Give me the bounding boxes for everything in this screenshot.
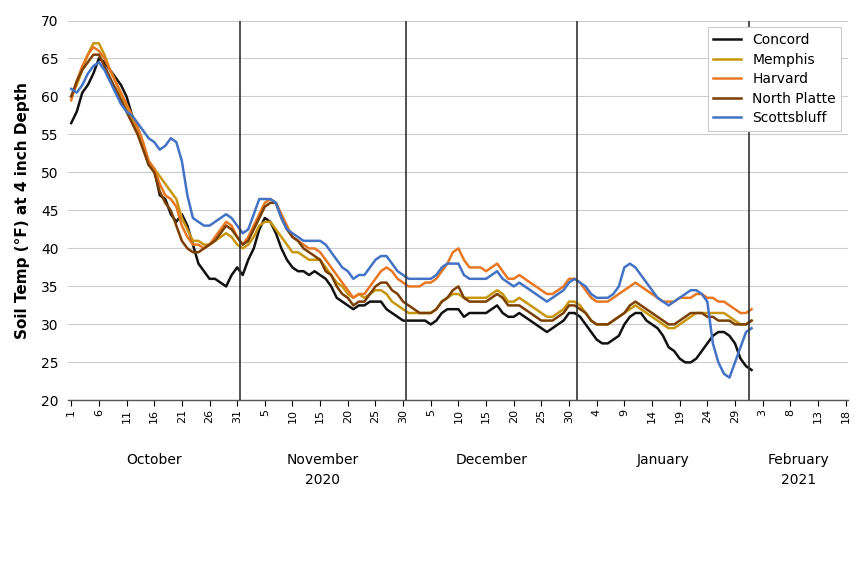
Line: North Platte: North Platte <box>71 55 752 324</box>
Text: December: December <box>456 453 527 467</box>
Text: January: January <box>637 453 689 467</box>
Scottsbluff <box>746 325 757 332</box>
North Platte <box>591 321 602 328</box>
Memphis <box>371 287 381 294</box>
Harvard <box>72 78 82 85</box>
Text: November: November <box>287 453 359 467</box>
Line: Scottsbluff: Scottsbluff <box>71 62 752 377</box>
Harvard <box>66 97 76 104</box>
Memphis <box>663 325 674 332</box>
North Platte <box>66 93 76 100</box>
Memphis <box>271 226 281 233</box>
North Platte <box>88 51 99 58</box>
Y-axis label: Soil Temp (°F) at 4 inch Depth: Soil Temp (°F) at 4 inch Depth <box>15 82 30 339</box>
Memphis <box>199 241 210 248</box>
Scottsbluff <box>94 59 104 66</box>
Harvard <box>199 245 210 252</box>
Scottsbluff <box>199 222 210 229</box>
Concord <box>66 120 76 127</box>
Concord <box>72 108 82 115</box>
Memphis <box>464 294 475 301</box>
Line: Memphis: Memphis <box>71 43 752 328</box>
Memphis <box>746 317 757 324</box>
Harvard <box>116 89 126 96</box>
North Platte <box>72 78 82 85</box>
Line: Harvard: Harvard <box>71 47 752 313</box>
Concord <box>371 298 381 305</box>
Text: 2021: 2021 <box>781 473 816 487</box>
Scottsbluff <box>116 101 126 108</box>
North Platte <box>116 97 126 104</box>
North Platte <box>746 317 757 324</box>
Concord <box>746 367 757 373</box>
Memphis <box>72 82 82 88</box>
Concord <box>464 310 475 316</box>
Scottsbluff <box>66 86 76 92</box>
North Platte <box>271 200 281 206</box>
North Platte <box>371 283 381 290</box>
Concord <box>199 268 210 275</box>
Scottsbluff <box>464 275 475 282</box>
Legend: Concord, Memphis, Harvard, North Platte, Scottsbluff: Concord, Memphis, Harvard, North Platte,… <box>708 27 842 131</box>
Text: 2020: 2020 <box>306 473 340 487</box>
Memphis <box>66 93 76 100</box>
Memphis <box>88 40 99 47</box>
Concord <box>94 55 104 62</box>
North Platte <box>199 245 210 252</box>
Harvard <box>271 200 281 206</box>
Scottsbluff <box>724 374 734 381</box>
Harvard <box>371 275 381 282</box>
Line: Concord: Concord <box>71 59 752 370</box>
Scottsbluff <box>271 200 281 206</box>
Text: February: February <box>768 453 830 467</box>
North Platte <box>464 298 475 305</box>
Memphis <box>116 93 126 100</box>
Harvard <box>88 44 99 51</box>
Text: October: October <box>126 453 182 467</box>
Scottsbluff <box>371 256 381 263</box>
Harvard <box>735 310 746 316</box>
Concord <box>116 82 126 88</box>
Harvard <box>746 306 757 312</box>
Harvard <box>464 264 475 271</box>
Scottsbluff <box>72 89 82 96</box>
Concord <box>271 230 281 237</box>
